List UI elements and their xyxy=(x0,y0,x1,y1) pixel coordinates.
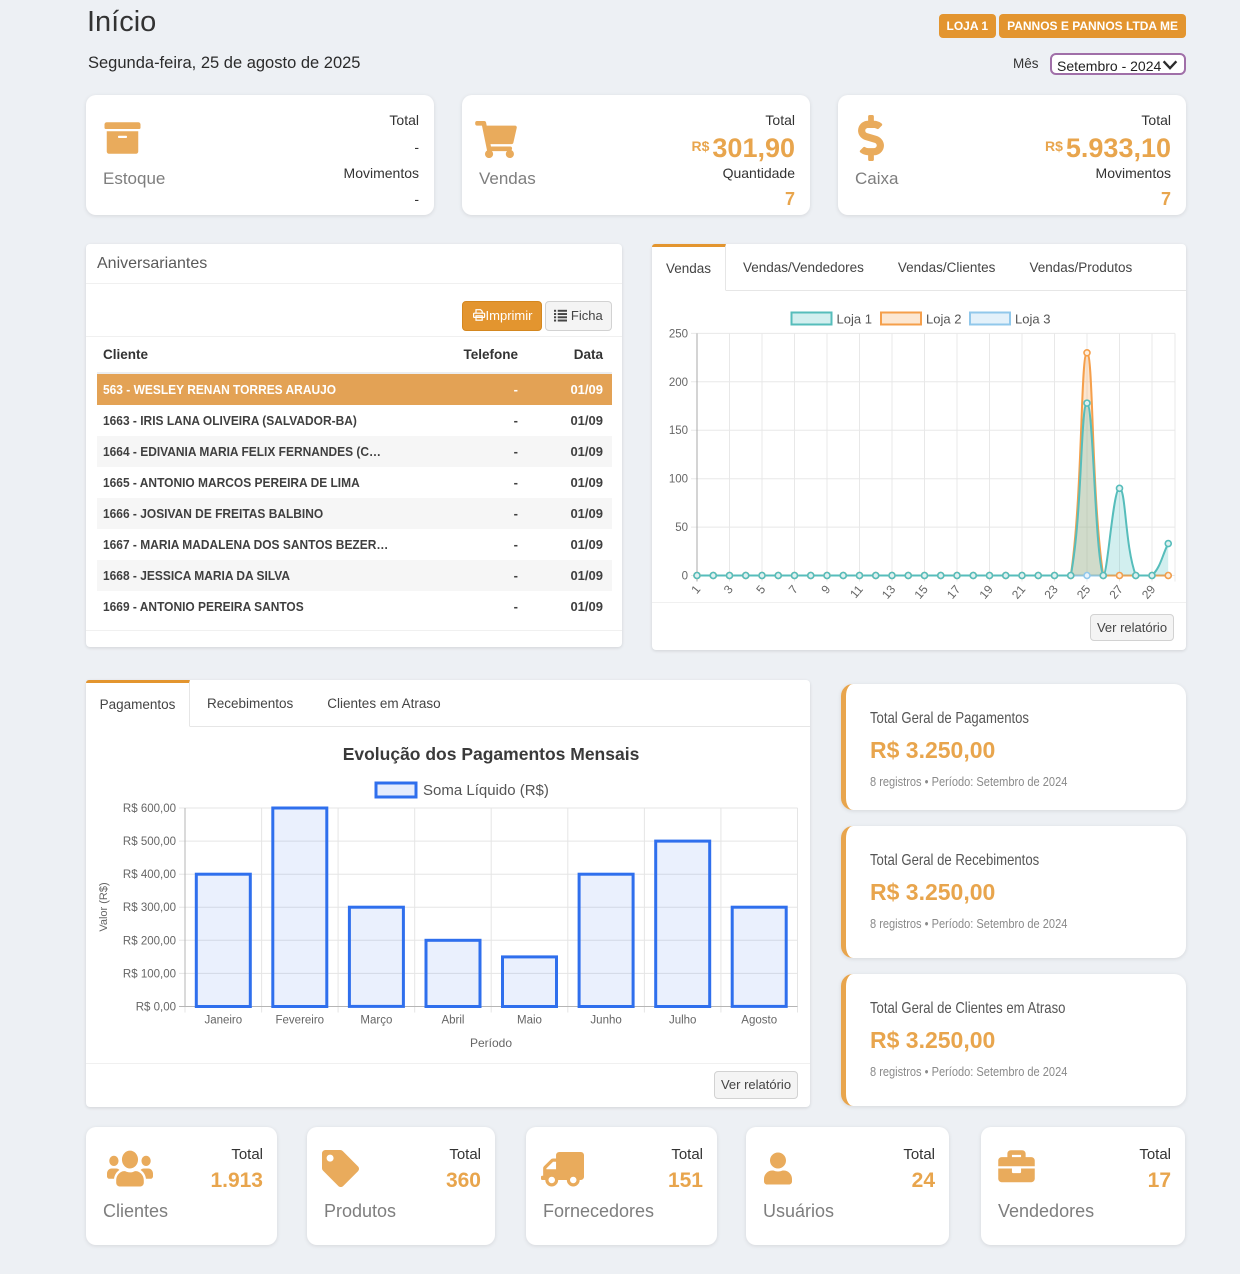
svg-text:R$ 200,00: R$ 200,00 xyxy=(123,935,176,947)
svg-text:29: 29 xyxy=(1139,582,1159,601)
svg-text:Evolução dos Pagamentos Mensai: Evolução dos Pagamentos Mensais xyxy=(343,744,640,764)
svg-text:Loja 1: Loja 1 xyxy=(837,312,872,327)
svg-text:25: 25 xyxy=(1074,582,1094,601)
svg-text:Fevereiro: Fevereiro xyxy=(276,1015,325,1027)
svg-text:Junho: Junho xyxy=(590,1015,621,1027)
svg-text:R$ 500,00: R$ 500,00 xyxy=(123,836,176,848)
svg-text:15: 15 xyxy=(911,582,931,601)
svg-text:100: 100 xyxy=(669,474,688,486)
svg-text:200: 200 xyxy=(669,377,688,389)
svg-text:Maio: Maio xyxy=(517,1015,542,1027)
svg-text:50: 50 xyxy=(675,522,688,534)
svg-text:7: 7 xyxy=(786,582,801,596)
svg-text:R$ 100,00: R$ 100,00 xyxy=(123,968,176,980)
svg-text:13: 13 xyxy=(879,582,899,601)
svg-text:23: 23 xyxy=(1041,582,1061,601)
svg-text:Soma Líquido (R$): Soma Líquido (R$) xyxy=(423,782,549,799)
svg-text:17: 17 xyxy=(944,582,964,601)
svg-text:Julho: Julho xyxy=(669,1015,697,1027)
svg-text:27: 27 xyxy=(1106,582,1126,601)
svg-text:1: 1 xyxy=(688,582,703,596)
svg-text:R$ 0,00: R$ 0,00 xyxy=(136,1002,176,1014)
svg-text:Loja 3: Loja 3 xyxy=(1015,312,1050,327)
svg-text:5: 5 xyxy=(753,582,768,596)
svg-text:R$ 300,00: R$ 300,00 xyxy=(123,902,176,914)
svg-text:250: 250 xyxy=(669,328,688,340)
svg-text:3: 3 xyxy=(721,582,736,596)
svg-text:21: 21 xyxy=(1009,582,1029,601)
svg-text:0: 0 xyxy=(682,571,688,583)
svg-text:9: 9 xyxy=(818,582,833,596)
svg-text:Loja 2: Loja 2 xyxy=(926,312,961,327)
svg-text:Valor (R$): Valor (R$) xyxy=(98,882,110,931)
svg-text:19: 19 xyxy=(976,582,996,601)
svg-text:Janeiro: Janeiro xyxy=(204,1015,242,1027)
svg-text:R$ 400,00: R$ 400,00 xyxy=(123,869,176,881)
svg-text:Período: Período xyxy=(470,1036,512,1050)
svg-text:150: 150 xyxy=(669,425,688,437)
svg-text:11: 11 xyxy=(847,582,866,601)
svg-text:Abril: Abril xyxy=(441,1015,464,1027)
svg-text:Março: Março xyxy=(360,1015,392,1027)
svg-text:R$ 600,00: R$ 600,00 xyxy=(123,803,176,815)
svg-text:Agosto: Agosto xyxy=(741,1015,777,1027)
